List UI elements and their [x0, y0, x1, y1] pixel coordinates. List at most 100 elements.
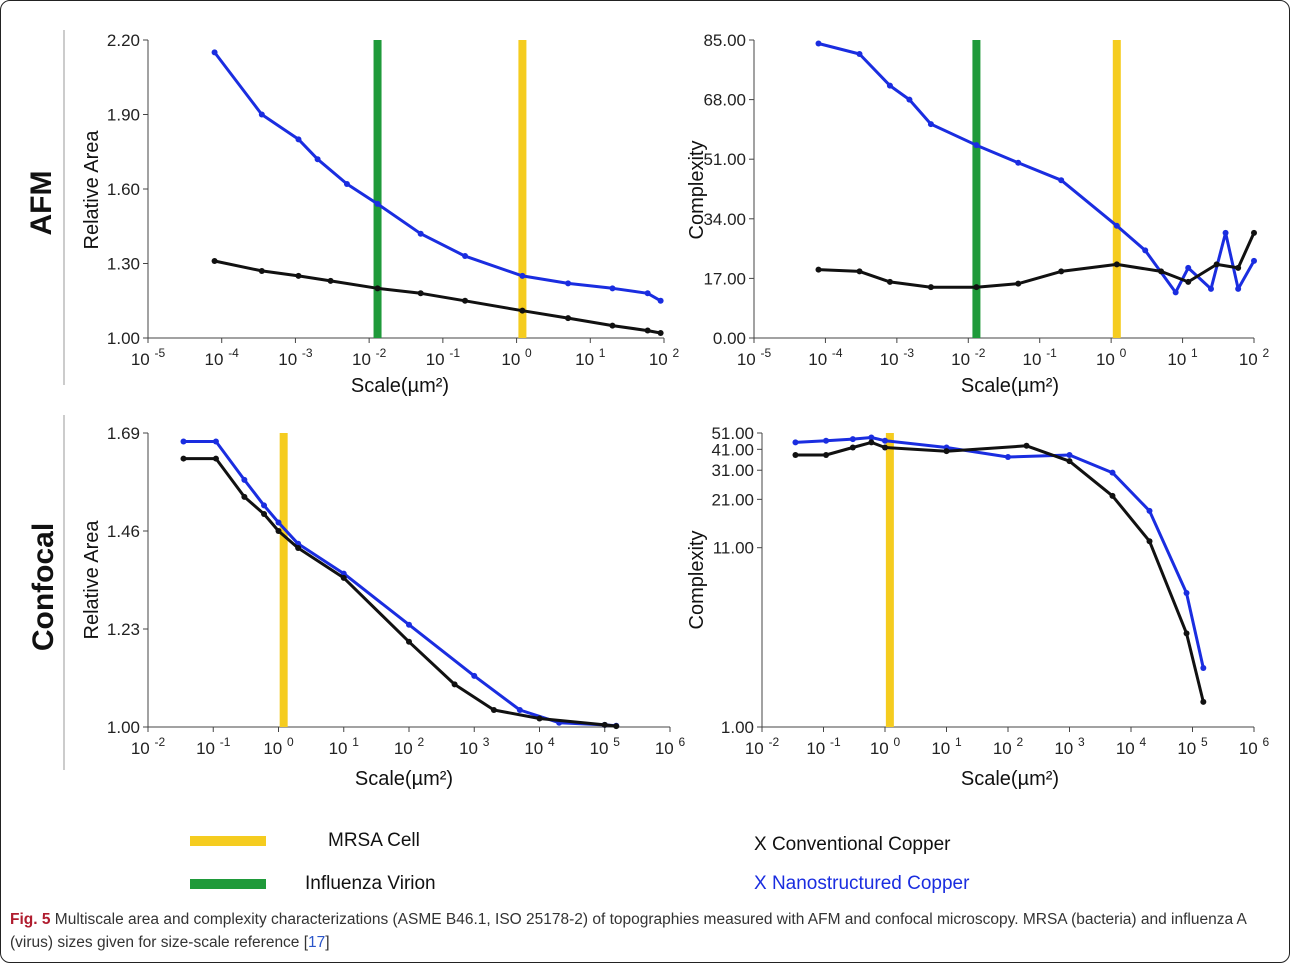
afm-complexity-point-conventional	[927, 284, 934, 291]
confocal-complexity-xtick-label: 10 1	[931, 735, 962, 758]
afm-area-point-conventional	[565, 315, 572, 322]
caption-reference: 17	[308, 934, 326, 951]
confocal-area-point-conventional	[241, 493, 248, 500]
confocal-area-point-conventional	[212, 455, 219, 462]
confocal-complexity-point-nanostructured	[1146, 507, 1153, 514]
confocal-complexity-point-nanostructured	[792, 439, 799, 446]
afm-area-point-conventional	[327, 277, 334, 284]
afm-complexity-point-conventional	[856, 268, 863, 275]
confocal-area-point-conventional	[536, 715, 543, 722]
afm-complexity-point-nanostructured	[1172, 289, 1179, 296]
confocal-area-point-nanostructured	[275, 519, 282, 526]
confocal-area-point-conventional	[490, 706, 497, 713]
afm-complexity-xtick-label: 10 -5	[737, 346, 772, 369]
afm-area-xtick-label: 10 -5	[131, 346, 166, 369]
confocal-area-point-nanostructured	[471, 672, 478, 679]
afm-complexity-ytick-label: 17.00	[703, 269, 746, 288]
confocal-complexity-line-conventional	[795, 440, 1205, 703]
afm-area-xtick-label: 10 0	[501, 346, 532, 369]
afm-complexity-point-nanostructured	[927, 121, 934, 128]
legend-swatch-mrsa	[190, 836, 266, 846]
confocal-complexity-point-conventional	[1146, 538, 1153, 545]
confocal-complexity-xtick-label: 10 -2	[745, 735, 780, 758]
confocal-complexity-point-conventional	[1183, 630, 1190, 637]
afm-area-point-conventional	[417, 290, 424, 297]
afm-complexity-point-conventional	[886, 278, 893, 285]
confocal-complexity-point-nanostructured	[1066, 452, 1073, 459]
afm-complexity-y-axis-label: Complexity	[686, 141, 708, 240]
afm-complexity-point-nanostructured	[1251, 257, 1257, 264]
confocal-area-point-nanostructured	[241, 476, 248, 483]
afm-area-ytick-label: 1.60	[107, 180, 140, 199]
afm-complexity-line-nanostructured	[818, 42, 1256, 294]
confocal-complexity-ytick-label: 31.00	[711, 461, 754, 480]
afm-area-y-axis-label: Relative Area	[81, 130, 103, 250]
afm-complexity-xtick-label: 10 0	[1096, 346, 1127, 369]
afm-area-point-nanostructured	[258, 111, 265, 118]
confocal-complexity-point-nanostructured	[849, 436, 856, 443]
afm-area-line-nanostructured	[213, 51, 662, 303]
afm-area-point-nanostructured	[211, 49, 218, 56]
confocal-area-xtick-label: 10 5	[590, 735, 621, 758]
confocal-area-xtick-label: 10 3	[459, 735, 490, 758]
confocal-complexity-point-nanostructured	[823, 437, 830, 444]
confocal-area-point-conventional	[340, 574, 347, 581]
confocal-complexity-series-conventional	[792, 439, 1207, 705]
confocal-area-xtick-label: 10 1	[329, 735, 360, 758]
confocal-complexity-y-axis-label: Complexity	[686, 531, 708, 630]
confocal-complexity-point-nanostructured	[1200, 665, 1207, 672]
afm-complexity-ytick-label: 85.00	[703, 31, 746, 50]
confocal-complexity-reference-mrsa	[885, 433, 894, 727]
row-label-confocal: Confocal	[27, 522, 60, 652]
afm-area-point-conventional	[211, 258, 218, 265]
confocal-area-point-nanostructured	[516, 706, 523, 713]
afm-complexity-point-conventional	[973, 284, 980, 291]
afm-area-ytick-label: 1.30	[107, 255, 140, 274]
afm-area-point-conventional	[462, 297, 469, 304]
confocal-area-panel: 1.00 1.23 1.46 1.69 10 -2 10 -1 10 0 10 1 10 2 10…	[81, 424, 685, 790]
afm-complexity-reference-influenza	[972, 40, 981, 338]
afm-complexity-point-nanostructured	[1015, 159, 1022, 166]
confocal-complexity-point-nanostructured	[882, 437, 888, 444]
afm-complexity-point-conventional	[1015, 280, 1022, 287]
afm-area-xtick-label: 10 2	[649, 346, 680, 369]
confocal-area-line-nanostructured	[183, 440, 617, 728]
confocal-complexity-xtick-label: 10 3	[1054, 735, 1085, 758]
afm-area-point-nanostructured	[295, 136, 302, 143]
confocal-complexity-ytick-label: 11.00	[713, 539, 754, 558]
confocal-area-point-nanostructured	[180, 438, 187, 445]
confocal-complexity-point-conventional	[1066, 458, 1073, 465]
afm-complexity-point-nanostructured	[1222, 229, 1229, 236]
afm-complexity-point-nanostructured	[1185, 264, 1192, 271]
confocal-complexity-series-nanostructured	[792, 434, 1207, 672]
afm-area-point-conventional	[519, 307, 526, 314]
confocal-complexity-ytick-label: 21.00	[711, 490, 754, 509]
afm-area-xtick-label: 10 -4	[205, 346, 240, 369]
afm-complexity-point-conventional	[1158, 268, 1165, 275]
confocal-complexity-point-conventional	[823, 452, 830, 459]
confocal-complexity-xtick-label: 10 2	[993, 735, 1024, 758]
confocal-area-ytick-label: 1.00	[107, 718, 140, 737]
afm-area-point-nanostructured	[374, 200, 381, 207]
confocal-area-series-nanostructured	[180, 438, 620, 729]
afm-area-point-conventional	[295, 272, 302, 279]
afm-area-xtick-label: 10 -3	[278, 346, 313, 369]
afm-complexity-point-conventional	[815, 266, 822, 273]
confocal-complexity-point-conventional	[1200, 698, 1207, 705]
confocal-complexity-xtick-label: 10 6	[1239, 735, 1270, 758]
afm-complexity-xtick-label: 10 -2	[951, 346, 986, 369]
confocal-area-xtick-label: 10 6	[655, 735, 686, 758]
afm-area-point-nanostructured	[343, 181, 350, 188]
confocal-area-xtick-label: 10 -2	[131, 735, 166, 758]
afm-area-point-conventional	[644, 327, 651, 334]
afm-complexity-point-nanostructured	[1207, 285, 1214, 292]
confocal-area-x-axis-label: Scale(µm²)	[355, 768, 453, 790]
confocal-area-point-conventional	[406, 638, 412, 645]
confocal-area-series-conventional	[180, 455, 620, 730]
afm-area-panel: 1.00 1.30 1.60 1.90 2.20 10 -5 10 -4 10 -3 10 -2…	[81, 31, 679, 397]
confocal-area-point-conventional	[275, 528, 282, 534]
confocal-complexity-point-conventional	[1109, 492, 1116, 499]
legend-label-influenza: Influenza Virion	[305, 873, 436, 894]
afm-complexity-ytick-label: 0.00	[713, 329, 746, 348]
